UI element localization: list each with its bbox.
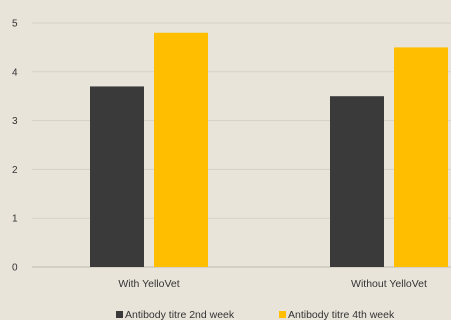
y-tick-label: 5 xyxy=(12,19,18,30)
legend-swatch xyxy=(116,311,123,318)
category-labels: With YelloVet Without YelloVet xyxy=(118,278,427,290)
category-label: With YelloVet xyxy=(118,278,179,290)
y-axis-ticks: 0 1 2 3 4 5 xyxy=(12,19,18,274)
category-label: Without YelloVet xyxy=(351,278,427,290)
legend: Antibody titre 2nd week Antibody titre 4t… xyxy=(116,309,395,320)
y-tick-label: 2 xyxy=(12,165,18,176)
bars xyxy=(90,32,448,268)
bar xyxy=(90,86,144,267)
bar xyxy=(154,32,208,268)
legend-swatch xyxy=(279,311,286,318)
y-tick-label: 0 xyxy=(12,263,18,274)
y-tick-label: 3 xyxy=(12,116,18,127)
y-tick-label: 1 xyxy=(12,214,18,225)
legend-label: Antibody titre 2nd week xyxy=(125,309,235,320)
bar xyxy=(394,47,448,268)
legend-label: Antibody titre 4th week xyxy=(288,309,395,320)
y-tick-label: 4 xyxy=(12,67,18,78)
bar xyxy=(330,96,384,267)
